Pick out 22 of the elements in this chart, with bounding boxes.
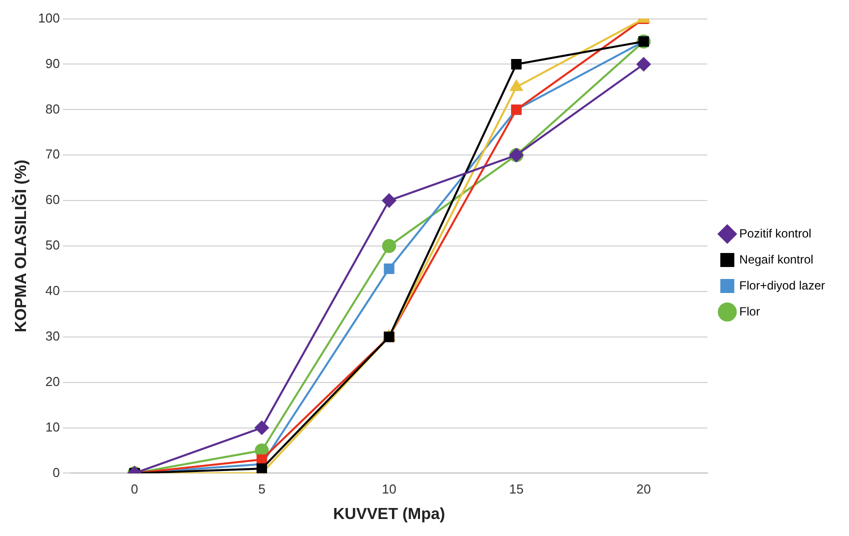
x-tick-label: 10 bbox=[382, 482, 396, 497]
x-tick-label: 5 bbox=[258, 482, 266, 497]
y-tick-label: 30 bbox=[45, 328, 60, 344]
y-tick-label: 70 bbox=[45, 146, 60, 162]
y-tick-label: 50 bbox=[45, 238, 60, 253]
legend-label: Flor+diyod lazer bbox=[739, 278, 826, 292]
y-tick-label: 90 bbox=[45, 56, 60, 71]
y-tick-label: 0 bbox=[52, 464, 60, 480]
legend-label: Negaif kontrol bbox=[739, 252, 814, 266]
y-axis-title: KOPMA OLASILIĞI (%) bbox=[11, 160, 30, 332]
y-tick-label: 80 bbox=[45, 101, 60, 116]
x-tick-label: 20 bbox=[636, 482, 651, 497]
y-tick-label: 100 bbox=[38, 10, 60, 26]
x-axis-title: KUVVET (Mpa) bbox=[333, 506, 446, 523]
y-tick-label: 40 bbox=[45, 283, 60, 298]
y-tick-label: 10 bbox=[45, 419, 60, 434]
x-tick-label: 0 bbox=[130, 482, 138, 497]
y-tick-label: 20 bbox=[45, 374, 60, 389]
legend-label: Flor bbox=[739, 304, 760, 318]
x-tick-label: 15 bbox=[509, 482, 524, 497]
y-tick-label: 60 bbox=[45, 192, 60, 208]
legend-label: Pozitif kontrol bbox=[739, 226, 812, 240]
